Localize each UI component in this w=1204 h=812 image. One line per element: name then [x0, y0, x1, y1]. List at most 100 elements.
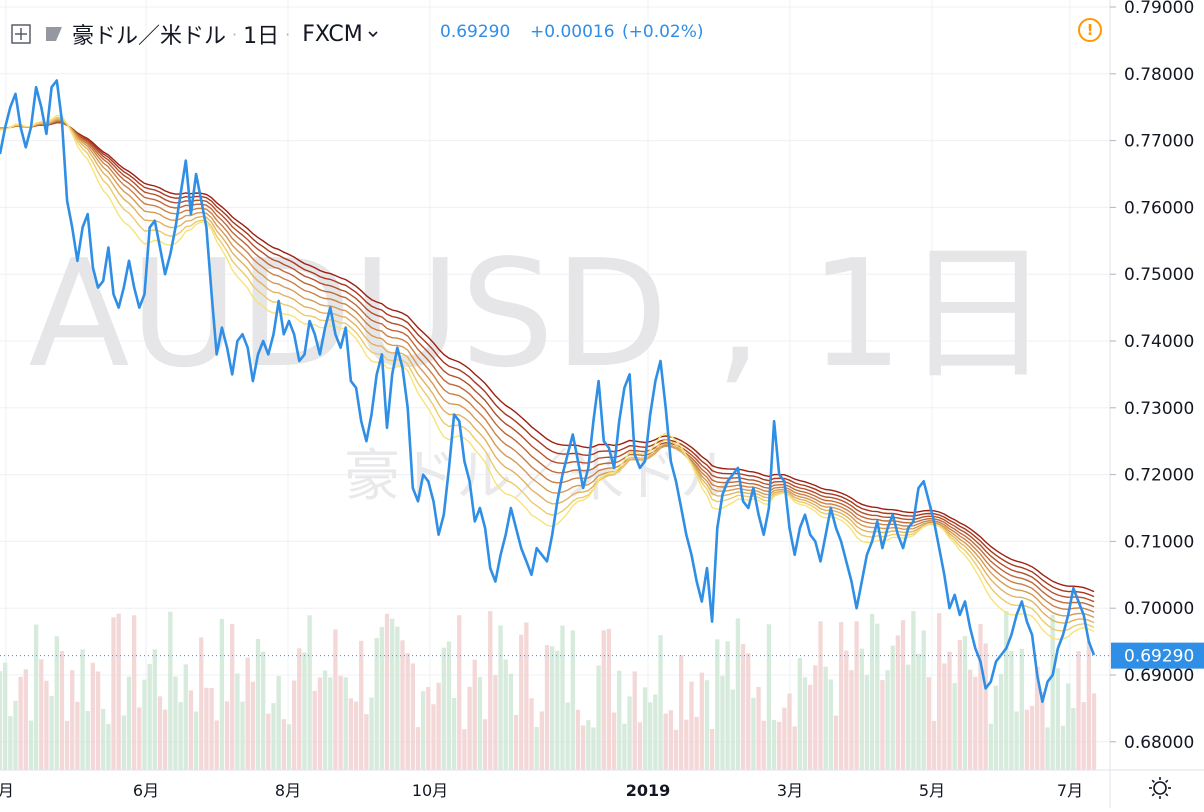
volume-bar	[957, 639, 962, 770]
volume-bar	[286, 724, 292, 770]
volume-bar	[642, 687, 648, 770]
volume-bar	[8, 716, 13, 770]
volume-bar	[333, 629, 338, 770]
volume-bar	[451, 697, 457, 770]
volume-bar	[1009, 650, 1014, 770]
volume-bar	[44, 680, 49, 770]
volume-bar	[828, 679, 833, 770]
volume-bar	[508, 673, 514, 770]
volume-bar	[808, 684, 813, 770]
volume-bar	[916, 653, 921, 770]
exchange-label[interactable]: FXCM	[302, 21, 363, 47]
volume-bar	[199, 637, 204, 770]
volume-bar	[1014, 711, 1019, 770]
volume-bar	[307, 615, 312, 770]
volume-bar	[668, 710, 674, 770]
volume-bar	[395, 626, 400, 770]
y-tick-label: 0.76000	[1124, 198, 1194, 218]
volume-bar	[885, 670, 890, 770]
ema-ribbon-line	[0, 121, 1095, 603]
volume-bar	[415, 727, 421, 770]
volume-bar	[1035, 666, 1040, 770]
price-tag-background	[1111, 642, 1204, 669]
ema-ribbon-line	[0, 121, 1095, 593]
volume-bar	[302, 652, 307, 770]
volume-bar	[420, 691, 426, 770]
volume-bar	[709, 728, 715, 770]
volume-bar	[937, 613, 942, 770]
settings-icon[interactable]	[1149, 777, 1171, 799]
volume-bar	[472, 659, 477, 770]
volume-bar	[168, 611, 173, 770]
volume-bar	[761, 720, 766, 770]
settings-icon-ray	[1165, 793, 1169, 797]
y-tick-label: 0.71000	[1124, 532, 1194, 552]
volume-bar	[271, 703, 276, 770]
watermark-description: 豪ドル／米ドル	[344, 444, 736, 509]
volume-bar	[245, 657, 250, 770]
volume-bar	[70, 670, 75, 770]
volume-bar	[601, 630, 606, 770]
volume-bar	[405, 653, 410, 770]
volume-bar	[942, 663, 947, 770]
y-tick-label: 0.72000	[1124, 466, 1194, 486]
x-tick-label: 2019	[626, 781, 671, 800]
volume-bar	[0, 671, 3, 770]
last-price: 0.69290	[440, 22, 511, 42]
volume-bar	[121, 715, 127, 770]
y-tick-label: 0.74000	[1124, 332, 1194, 352]
volume-bar	[157, 696, 163, 770]
volume-bar	[549, 646, 555, 770]
volume-bar	[931, 720, 937, 770]
volume-bar	[23, 669, 28, 770]
volume-bar	[261, 651, 266, 770]
volume-bar	[446, 641, 452, 770]
volume-bar	[694, 716, 699, 770]
volume-bar	[493, 675, 498, 770]
volume-bar	[49, 695, 54, 770]
volume-bar	[297, 648, 302, 770]
volume-bar	[400, 640, 405, 770]
chevron-down-icon[interactable]	[367, 29, 379, 39]
volume-bar	[374, 638, 379, 770]
volume-bar	[503, 659, 508, 770]
volume-bar	[1081, 702, 1086, 770]
price-line[interactable]	[0, 79, 1096, 703]
volume-bar	[173, 676, 178, 770]
volume-bar	[539, 711, 545, 770]
volume-bar	[637, 722, 643, 770]
volume-bar	[544, 645, 550, 770]
volume-bar	[1076, 651, 1081, 770]
expand-icon[interactable]	[10, 23, 32, 45]
volume-bar	[792, 726, 797, 770]
volume-bar	[529, 698, 534, 770]
volume-bar	[689, 681, 694, 770]
volume-bar	[658, 635, 663, 770]
volume-bar	[715, 639, 720, 770]
symbol-name[interactable]: 豪ドル／米ドル	[72, 24, 227, 49]
volume-bar	[895, 635, 901, 770]
volume-bar	[818, 621, 823, 770]
volume-bar	[224, 701, 230, 770]
warning-icon[interactable]: !	[1078, 18, 1102, 42]
volume-bar	[488, 611, 493, 770]
volume-bar	[467, 686, 472, 770]
volume-bar	[482, 719, 488, 770]
volume-bar	[436, 682, 441, 770]
volume-bar	[1024, 709, 1030, 770]
volume-bar	[498, 625, 503, 770]
volume-bar	[663, 713, 668, 770]
volume-bar	[178, 702, 183, 770]
y-tick-label: 0.77000	[1124, 132, 1194, 152]
volume-bar	[33, 624, 39, 770]
volume-bar	[95, 671, 101, 770]
volume-bar	[787, 693, 792, 770]
volume-bar	[653, 694, 658, 770]
volume-bar	[648, 702, 653, 770]
volume-bar	[751, 697, 756, 770]
x-tick-label: 6月	[133, 781, 159, 800]
interval-label[interactable]: 1日	[243, 24, 280, 49]
volume-bar	[725, 641, 730, 770]
